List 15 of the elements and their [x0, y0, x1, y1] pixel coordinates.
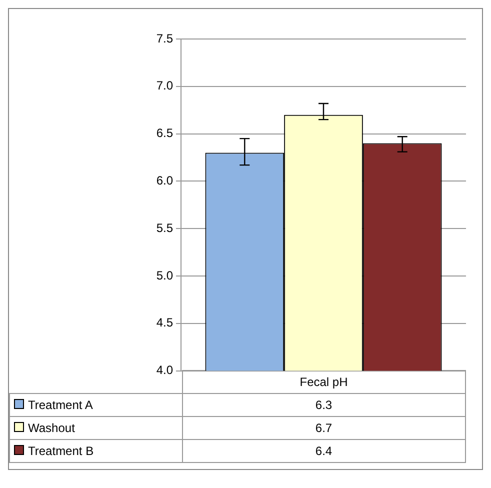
y-tick-label: 6.0 [156, 174, 174, 188]
text: 6.4 [182, 440, 466, 462]
text: 6.3 [182, 394, 466, 416]
y-tick-label: 5.0 [156, 268, 174, 282]
y-tick-label: 7.0 [156, 78, 174, 93]
legend-label: Washout [27, 421, 75, 435]
y-tick-label: 4.5 [156, 316, 174, 330]
x-tick-label: Fecal pH [182, 370, 466, 394]
text: 6.7 [182, 416, 466, 440]
y-tick-label: 5.5 [156, 220, 174, 235]
legend-label: Treatment A [27, 398, 93, 412]
legend-label: Treatment B [27, 444, 94, 458]
y-tick-label: 4.0 [156, 363, 174, 378]
y-tick-label: 6.5 [156, 126, 174, 140]
y-tick-label: 7.5 [156, 31, 174, 46]
